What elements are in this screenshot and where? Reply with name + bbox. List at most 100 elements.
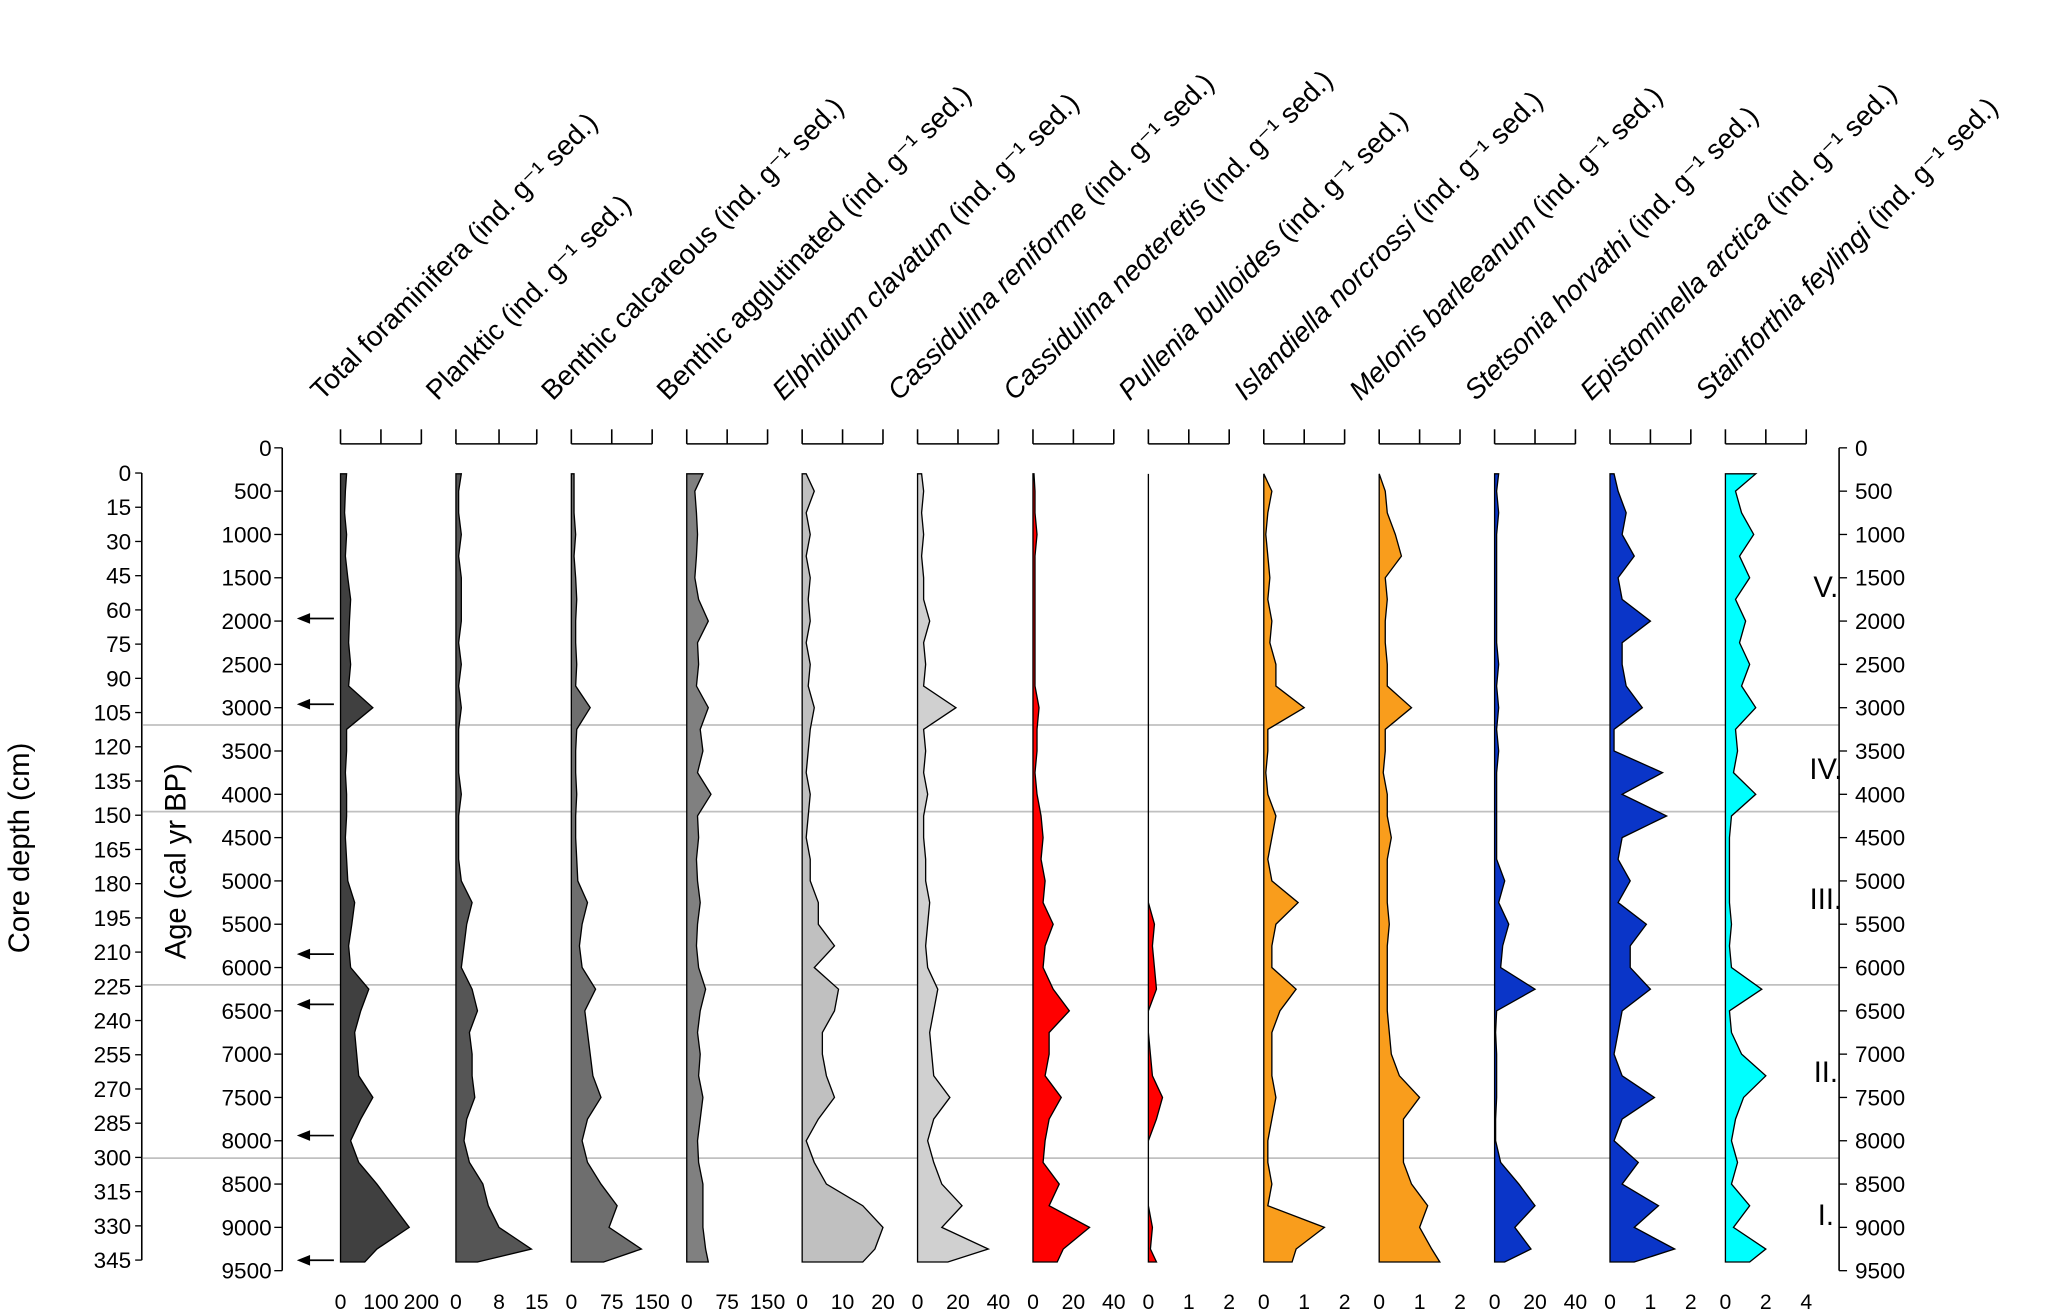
date-marker-head bbox=[296, 698, 311, 710]
depth-tick-label: 225 bbox=[94, 974, 132, 999]
x-tick-label: 0 bbox=[1142, 1291, 1154, 1314]
depth-tick-label: 300 bbox=[94, 1145, 132, 1170]
x-tick-label: 2 bbox=[1760, 1291, 1772, 1314]
depth-tick-label: 180 bbox=[94, 872, 132, 897]
x-tick-label: 40 bbox=[1564, 1291, 1588, 1314]
y-tick-label-right: 5000 bbox=[1855, 869, 1905, 894]
y-tick-label: 6500 bbox=[222, 999, 272, 1024]
area-profile bbox=[801, 473, 884, 1263]
y-tick-label-right: 4500 bbox=[1855, 826, 1905, 851]
x-tick-label: 0 bbox=[796, 1291, 808, 1314]
x-tick-label: 100 bbox=[363, 1291, 398, 1314]
y-tick-label-right: 8500 bbox=[1855, 1172, 1905, 1197]
x-tick-label: 0 bbox=[912, 1291, 924, 1314]
area-profile bbox=[1378, 473, 1442, 1263]
y-tick-label: 9500 bbox=[222, 1259, 272, 1284]
x-tick-label: 150 bbox=[634, 1291, 669, 1314]
y-tick-label: 9000 bbox=[222, 1215, 272, 1240]
depth-tick-label: 285 bbox=[94, 1111, 132, 1136]
zone-label: II. bbox=[1814, 1057, 1838, 1089]
y-tick-label-right: 4000 bbox=[1855, 782, 1905, 807]
area-profile bbox=[1493, 473, 1537, 1263]
y-tick-label: 3000 bbox=[222, 696, 272, 721]
y-tick-label: 500 bbox=[234, 479, 272, 504]
y-tick-label-right: 1500 bbox=[1855, 566, 1905, 591]
y-tick-label: 2000 bbox=[222, 609, 272, 634]
area-profile bbox=[1147, 473, 1164, 1263]
x-tick-label: 0 bbox=[1604, 1291, 1616, 1314]
y-tick-label-right: 1000 bbox=[1855, 522, 1905, 547]
x-tick-label: 75 bbox=[715, 1291, 739, 1314]
zone-label: III. bbox=[1810, 884, 1842, 916]
depth-tick-label: 120 bbox=[94, 735, 132, 760]
x-tick-label: 0 bbox=[1258, 1291, 1270, 1314]
y-tick-label-right: 6000 bbox=[1855, 955, 1905, 980]
y-tick-label-right: 9500 bbox=[1855, 1259, 1905, 1284]
y-tick-label-right: 5500 bbox=[1855, 912, 1905, 937]
x-tick-label: 20 bbox=[1523, 1291, 1547, 1314]
y-tick-label: 7500 bbox=[222, 1085, 272, 1110]
y-tick-label-right: 8000 bbox=[1855, 1129, 1905, 1154]
area-profile bbox=[686, 473, 712, 1263]
date-marker-head bbox=[296, 1130, 311, 1141]
date-marker bbox=[296, 1130, 334, 1141]
depth-tick-label: 195 bbox=[94, 906, 132, 931]
x-tick-label: 0 bbox=[565, 1291, 577, 1314]
depth-tick-label: 165 bbox=[94, 837, 132, 862]
x-tick-label: 200 bbox=[404, 1291, 439, 1314]
depth-tick-label: 330 bbox=[94, 1214, 132, 1239]
date-marker-head bbox=[296, 999, 311, 1010]
x-tick-label: 2 bbox=[1339, 1291, 1351, 1314]
depth-tick-label: 270 bbox=[94, 1077, 132, 1102]
y-tick-label-right: 6500 bbox=[1855, 999, 1905, 1024]
area-profile bbox=[570, 473, 643, 1263]
depth-axis-label: Core depth (cm) bbox=[4, 743, 36, 954]
x-tick-label: 0 bbox=[1027, 1291, 1039, 1314]
x-tick-label: 15 bbox=[525, 1291, 549, 1314]
depth-tick-label: 210 bbox=[94, 940, 132, 965]
area-profile bbox=[916, 473, 991, 1263]
area-profile bbox=[1032, 473, 1091, 1263]
depth-tick-label: 135 bbox=[94, 769, 132, 794]
y-tick-label-right: 500 bbox=[1855, 479, 1893, 504]
x-tick-label: 2 bbox=[1223, 1291, 1235, 1314]
y-tick-label: 8500 bbox=[222, 1172, 272, 1197]
y-tick-label: 7000 bbox=[222, 1042, 272, 1067]
date-marker bbox=[296, 698, 334, 710]
zone-label: I. bbox=[1818, 1200, 1834, 1232]
area-profile bbox=[1609, 473, 1677, 1263]
x-tick-label: 75 bbox=[600, 1291, 624, 1314]
x-tick-label: 0 bbox=[1373, 1291, 1385, 1314]
y-tick-label-right: 3500 bbox=[1855, 739, 1905, 764]
date-marker-head bbox=[296, 1254, 311, 1266]
y-axis-label: Age (cal yr BP) bbox=[161, 763, 193, 959]
date-marker-head bbox=[296, 948, 311, 960]
x-tick-label: 0 bbox=[1489, 1291, 1501, 1314]
depth-tick-label: 60 bbox=[106, 598, 131, 623]
x-tick-label: 40 bbox=[1102, 1291, 1126, 1314]
x-tick-label: 1 bbox=[1298, 1291, 1310, 1314]
depth-tick-label: 15 bbox=[106, 495, 131, 520]
date-marker bbox=[296, 1254, 334, 1266]
depth-tick-label: 45 bbox=[106, 564, 131, 589]
y-tick-label: 1500 bbox=[222, 566, 272, 591]
y-tick-label-right: 9000 bbox=[1855, 1215, 1905, 1240]
depth-tick-label: 345 bbox=[94, 1248, 132, 1273]
y-tick-label-right: 7500 bbox=[1855, 1085, 1905, 1110]
x-tick-label: 20 bbox=[871, 1291, 895, 1314]
depth-tick-label: 150 bbox=[94, 803, 132, 828]
y-tick-label: 1000 bbox=[222, 522, 272, 547]
x-tick-label: 20 bbox=[946, 1291, 970, 1314]
x-tick-label: 0 bbox=[450, 1291, 462, 1314]
depth-tick-label: 90 bbox=[106, 666, 131, 691]
x-tick-label: 40 bbox=[987, 1291, 1011, 1314]
x-tick-label: 2 bbox=[1454, 1291, 1466, 1314]
depth-tick-label: 75 bbox=[106, 632, 131, 657]
depth-tick-label: 240 bbox=[94, 1008, 132, 1033]
depth-tick-label: 30 bbox=[106, 529, 131, 554]
area-profile bbox=[339, 473, 411, 1263]
x-tick-label: 8 bbox=[493, 1291, 505, 1314]
y-tick-label-right: 3000 bbox=[1855, 696, 1905, 721]
